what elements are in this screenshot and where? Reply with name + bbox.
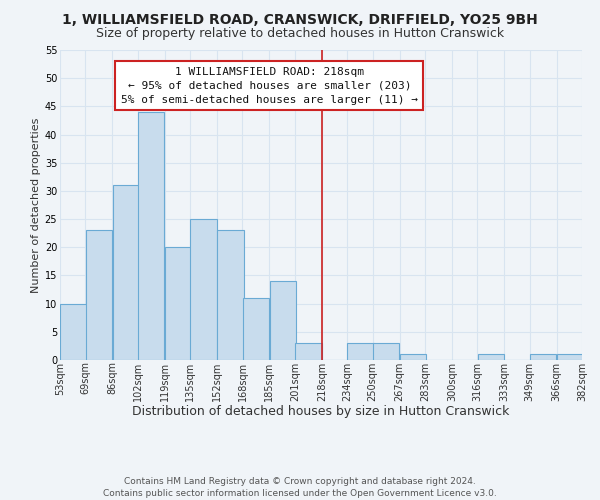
Bar [400,354,426,360]
Bar [295,343,322,360]
Text: Contains HM Land Registry data © Crown copyright and database right 2024.
Contai: Contains HM Land Registry data © Crown c… [103,476,497,498]
Bar [242,298,269,360]
Bar [373,343,400,360]
Bar [347,343,374,360]
Text: 1 WILLIAMSFIELD ROAD: 218sqm
← 95% of detached houses are smaller (203)
5% of se: 1 WILLIAMSFIELD ROAD: 218sqm ← 95% of de… [121,67,418,105]
Bar [165,248,191,360]
X-axis label: Distribution of detached houses by size in Hutton Cranswick: Distribution of detached houses by size … [133,405,509,418]
Bar [60,304,87,360]
Bar [190,219,217,360]
Bar [138,112,164,360]
Bar [269,281,296,360]
Text: 1, WILLIAMSFIELD ROAD, CRANSWICK, DRIFFIELD, YO25 9BH: 1, WILLIAMSFIELD ROAD, CRANSWICK, DRIFFI… [62,12,538,26]
Bar [557,354,583,360]
Y-axis label: Number of detached properties: Number of detached properties [31,118,41,292]
Bar [86,230,112,360]
Bar [478,354,504,360]
Bar [530,354,556,360]
Bar [217,230,244,360]
Text: Size of property relative to detached houses in Hutton Cranswick: Size of property relative to detached ho… [96,28,504,40]
Bar [113,186,139,360]
